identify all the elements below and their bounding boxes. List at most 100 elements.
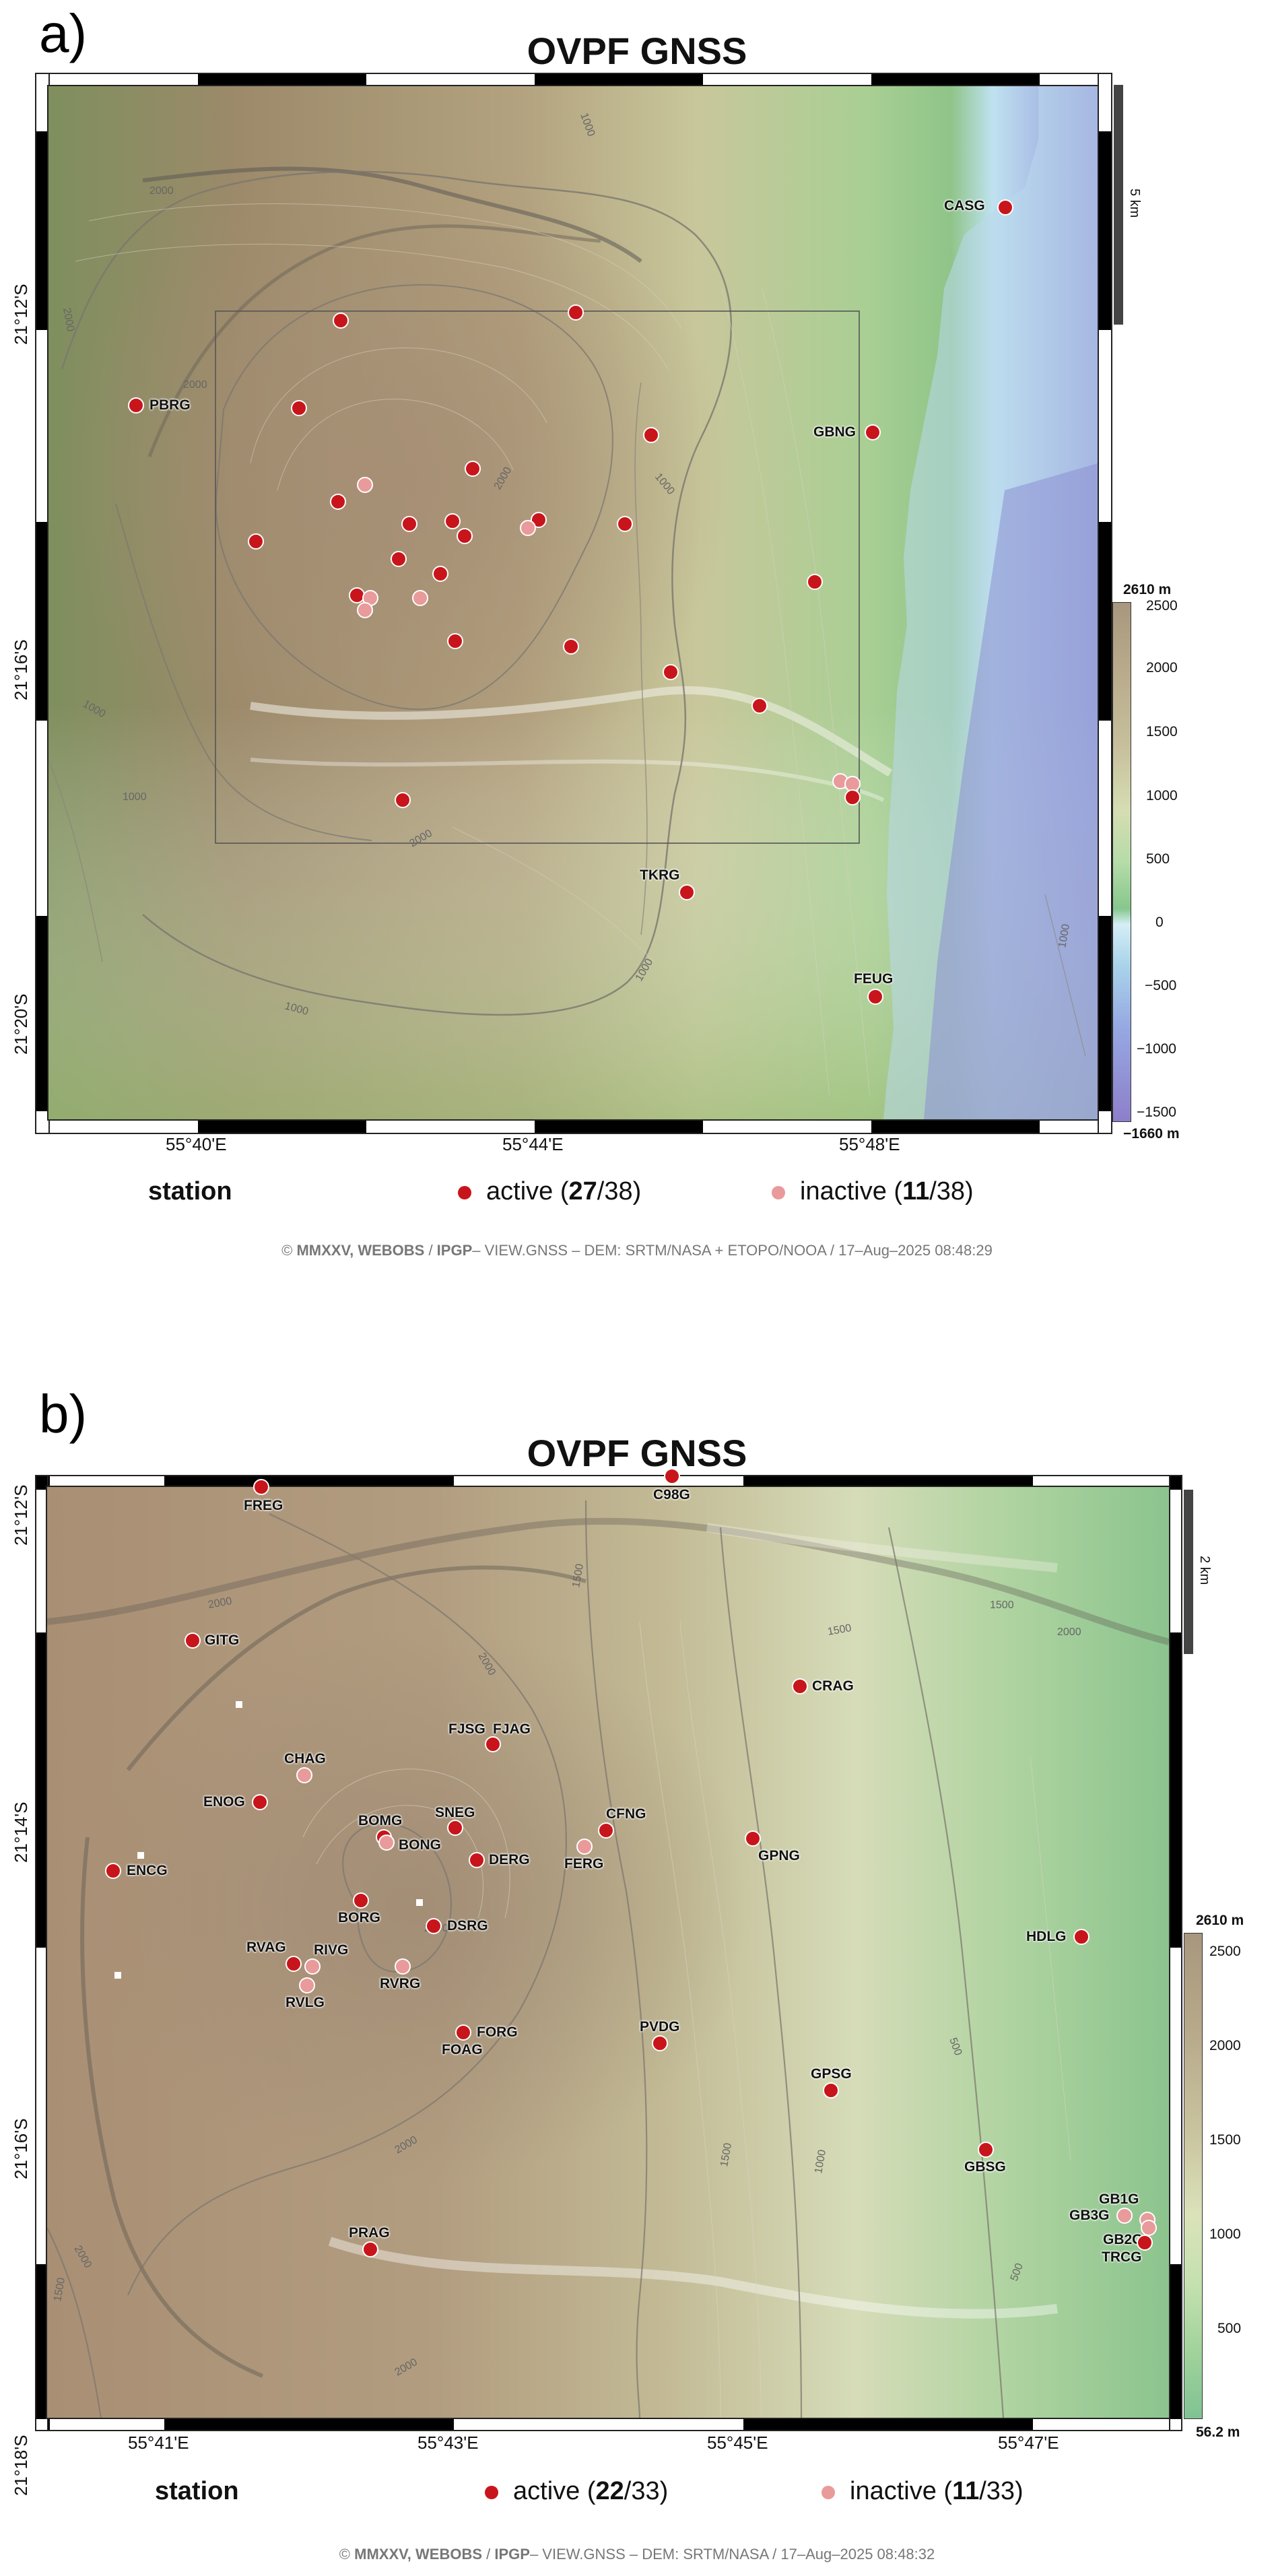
contour-label: 1000	[1057, 923, 1072, 949]
lat-tick-label: 21°12'S	[11, 284, 31, 345]
contour-label: 2500	[424, 1923, 448, 1934]
scale-label: 2 km	[1197, 1556, 1212, 1585]
copyright-rest: – VIEW.GNSS – DEM: SRTM/NASA / 17–Aug–20…	[529, 2546, 935, 2563]
legend-paren: (	[943, 2477, 953, 2505]
scale-bar	[1114, 85, 1123, 325]
legend-active-icon	[485, 2485, 498, 2499]
lon-tick-label: 55°43'E	[417, 2433, 479, 2453]
legend-active: active (22/33)	[485, 2477, 668, 2506]
panel-letter: b)	[39, 1384, 88, 1444]
contour-label: 1000	[123, 791, 147, 803]
copyright-brand: MMXXV, WEBOBS	[354, 2546, 483, 2563]
copyright-brand: MMXXV, WEBOBS	[296, 1242, 425, 1259]
colorbar-tick: 2000	[1146, 660, 1178, 675]
legend-title-text: station	[148, 1177, 232, 1206]
legend-title-text: station	[155, 2477, 239, 2505]
map-frame-bottom	[35, 1119, 1112, 1134]
panel-b: b) OVPF GNSS	[0, 1280, 1274, 2576]
legend-inactive-label: inactive	[800, 1177, 887, 1206]
contour-label: 1500	[718, 2142, 734, 2168]
copyright-prefix: ©	[339, 2546, 355, 2563]
legend-active-count: 27	[568, 1177, 597, 1206]
elevation-colorbar	[1112, 602, 1131, 1122]
contour-label: 2000	[1057, 1626, 1081, 1638]
panel-letter: a)	[39, 3, 88, 63]
legend-active: active (27/38)	[458, 1177, 641, 1206]
legend-inactive-count: 11	[952, 2477, 980, 2505]
map-frame-bottom	[35, 2418, 1182, 2431]
colorbar-tick: 2500	[1146, 598, 1178, 614]
map-frame-right	[1098, 73, 1112, 1134]
legend-active-icon	[458, 1185, 471, 1199]
colorbar-tick: 1000	[1209, 2226, 1241, 2242]
map-title: OVPF GNSS	[527, 1432, 747, 1474]
copyright-sep: /	[482, 2546, 495, 2563]
copyright-line: © MMXXV, WEBOBS / IPGP– VIEW.GNSS – DEM:…	[0, 2546, 1274, 2563]
colorbar-tick: 2500	[1209, 1944, 1241, 1959]
legend-inactive: inactive (11/38)	[772, 1177, 974, 1206]
lon-tick-label: 55°41'E	[128, 2433, 189, 2453]
lat-tick-label: 21°18'S	[11, 2435, 31, 2496]
colorbar-tick: 500	[1217, 2321, 1242, 2336]
legend-title: station	[155, 2477, 239, 2506]
legend-active-label: active	[486, 1177, 554, 1206]
lat-tick-label: 21°16'S	[11, 639, 31, 700]
copyright-org: IPGP	[436, 1242, 473, 1259]
contour-label: 2000	[183, 379, 207, 391]
legend-inactive-count: 11	[902, 1177, 930, 1206]
legend-inactive: inactive (11/33)	[822, 2477, 1024, 2506]
legend-paren: (	[560, 1177, 569, 1206]
map-frame-right	[1169, 1475, 1182, 2431]
colorbar-tick: 500	[1146, 851, 1170, 867]
colorbar-min-label: 56.2 m	[1196, 2424, 1240, 2440]
panel-a: a) OVPF GNSS	[0, 0, 1274, 1280]
lat-tick-label: 21°16'S	[11, 2118, 31, 2179]
lon-tick-label: 55°45'E	[707, 2433, 768, 2453]
colorbar-tick: 2000	[1209, 2038, 1241, 2053]
legend-inactive-label: inactive	[850, 2477, 937, 2505]
colorbar-tick: 0	[1155, 915, 1164, 930]
copyright-line: © MMXXV, WEBOBS / IPGP– VIEW.GNSS – DEM:…	[0, 1242, 1274, 1259]
contour-label: 1000	[813, 2149, 828, 2175]
contour-label: 2000	[149, 185, 174, 197]
relief-map-graphic: 2000 1500 2000 1500 1500 1000 500 500 15…	[47, 1487, 1169, 2418]
copyright-org: IPGP	[494, 2546, 530, 2563]
colorbar-tick: 1500	[1146, 724, 1178, 739]
colorbar-tick: −1000	[1137, 1041, 1176, 1057]
legend-active-total: /33)	[624, 2477, 669, 2505]
copyright-rest: – VIEW.GNSS – DEM: SRTM/NASA + ETOPO/NOO…	[472, 1242, 993, 1259]
legend-paren: (	[894, 1177, 903, 1206]
contour-label: 1500	[570, 1563, 586, 1589]
colorbar-tick: −1500	[1137, 1104, 1176, 1120]
lon-tick-label: 55°47'E	[998, 2433, 1059, 2453]
scale-bar	[1184, 1490, 1193, 1654]
colorbar-max-label: 2610 m	[1123, 582, 1172, 597]
legend-active-label: active	[513, 2477, 580, 2505]
legend-paren: (	[586, 2477, 596, 2505]
contour-label: 1500	[52, 2277, 67, 2303]
legend-active-count: 22	[595, 2477, 624, 2505]
elevation-colorbar	[1184, 1933, 1203, 2419]
lat-tick-label: 21°12'S	[11, 1484, 31, 1546]
contour-label: 1500	[827, 1622, 852, 1638]
contour-label: 2000	[61, 307, 76, 333]
legend-inactive-total: /33)	[979, 2477, 1024, 2505]
relief-map[interactable]: 1000 2000 2000 2000 2000 1000 1000 1000 …	[47, 85, 1099, 1121]
legend-inactive-icon	[772, 1185, 785, 1199]
copyright-prefix: ©	[281, 1242, 297, 1259]
lon-tick-label: 55°40'E	[166, 1134, 227, 1154]
contour-label: 2000	[207, 1595, 233, 1611]
legend-title: station	[148, 1177, 232, 1206]
lon-tick-label: 55°44'E	[502, 1134, 564, 1154]
legend-inactive-total: /38)	[929, 1177, 974, 1206]
relief-map[interactable]: 2000 1500 2000 1500 1500 1000 500 500 15…	[46, 1486, 1170, 2419]
copyright-sep: /	[424, 1242, 437, 1259]
contour-label: 1500	[990, 1599, 1014, 1611]
map-title: OVPF GNSS	[527, 30, 747, 72]
lat-tick-label: 21°20'S	[11, 993, 31, 1055]
colorbar-min-label: −1660 m	[1123, 1126, 1180, 1142]
scale-label: 5 km	[1127, 189, 1142, 218]
colorbar-tick: 1000	[1146, 788, 1178, 803]
colorbar-max-label: 2610 m	[1196, 1913, 1244, 1928]
colorbar-tick: −500	[1145, 978, 1177, 993]
